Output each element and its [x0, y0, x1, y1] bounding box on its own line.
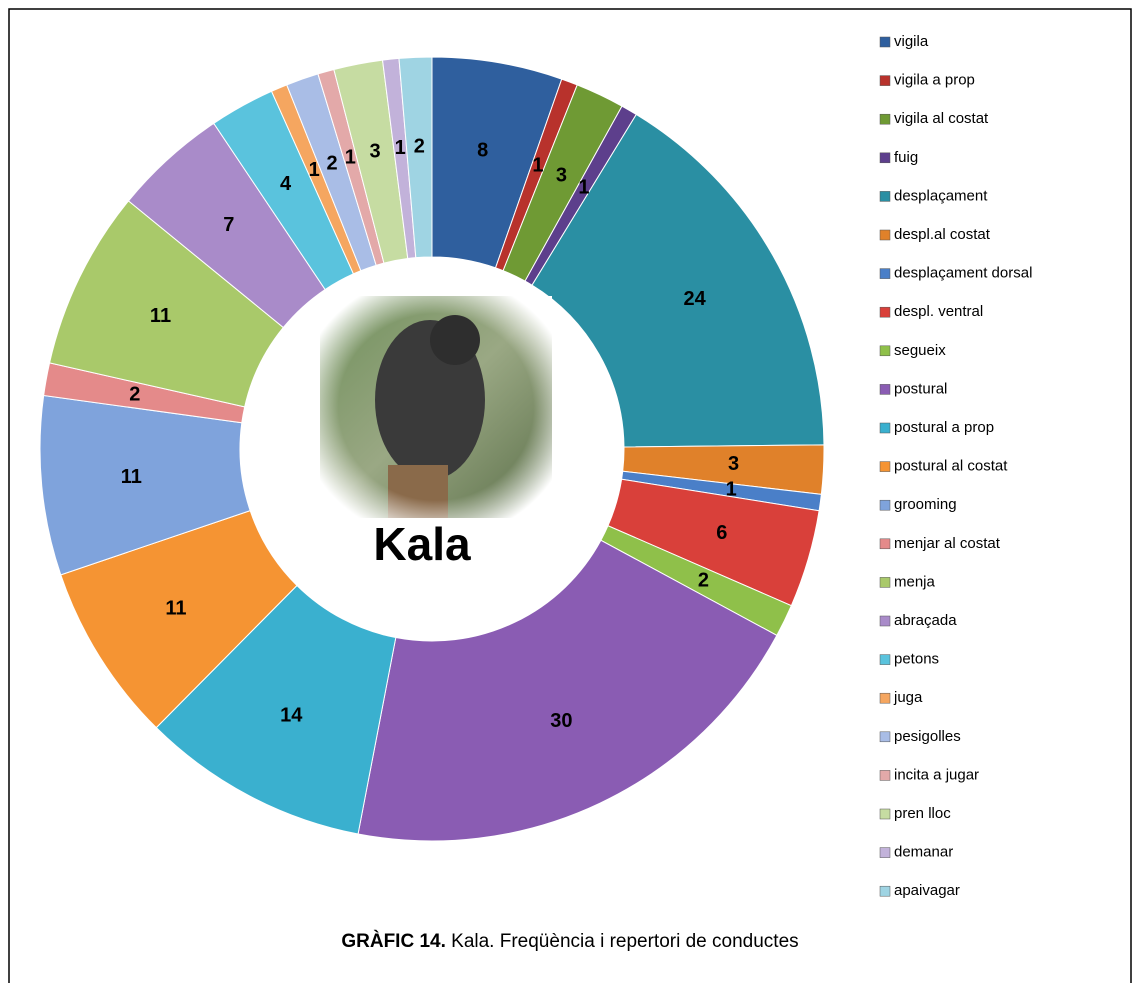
data-label: 30 [550, 710, 572, 732]
legend-swatch [879, 306, 891, 318]
data-label: 11 [165, 597, 186, 619]
legend-label: apaivagar [894, 882, 960, 899]
data-label: 14 [280, 704, 303, 726]
donut-segment [155, 584, 397, 835]
legend-label: juga [893, 689, 923, 706]
legend-swatch [879, 461, 891, 472]
legend-label: vigila al costat [894, 110, 989, 127]
data-label: 1 [309, 159, 320, 181]
legend-label: postural [894, 380, 947, 397]
data-label: 2 [698, 570, 709, 592]
legend-label: despl. ventral [894, 303, 983, 320]
legend-label: despl.al costat [894, 226, 991, 243]
data-label: 1 [395, 137, 406, 159]
data-label: 1 [726, 479, 737, 501]
legend-label: postural al costat [894, 458, 1008, 475]
donut-segment [357, 539, 778, 842]
donut-segment [398, 56, 433, 259]
center-label: Kala [373, 518, 471, 570]
caption: GRÀFIC 14. Kala. Freqüència i repertori … [341, 930, 798, 952]
legend-label: incita a jugar [894, 766, 979, 783]
data-label: 2 [326, 152, 337, 174]
legend-swatch [879, 808, 891, 820]
data-label: 3 [369, 141, 380, 163]
legend-label: pren lloc [894, 805, 951, 822]
legend-swatch [879, 499, 891, 511]
data-label: 8 [477, 140, 488, 162]
donut-segment [531, 113, 825, 448]
legend-swatch [879, 422, 891, 434]
legend-label: vigila a prop [894, 72, 975, 89]
data-label: 1 [532, 154, 543, 176]
data-label: 24 [683, 288, 706, 310]
legend-label: fuig [894, 149, 918, 166]
data-label: 3 [556, 164, 567, 186]
data-label: 11 [121, 466, 142, 488]
legend-swatch [879, 615, 891, 627]
donut [39, 56, 825, 842]
caption-text: Kala. Freqüència i repertori de conducte… [451, 931, 798, 952]
legend-swatch [879, 731, 891, 743]
legend-label: vigila [894, 33, 929, 50]
center-photo [320, 296, 552, 518]
legend-swatch [879, 191, 891, 202]
legend-label: pesigolles [894, 728, 961, 745]
legend-swatch [879, 268, 891, 279]
legend-swatch [879, 885, 891, 897]
legend-swatch [879, 384, 891, 395]
legend-swatch [879, 538, 891, 550]
legend-label: desplaçament dorsal [894, 265, 1032, 282]
legend-swatch [879, 36, 891, 48]
caption-label: GRÀFIC 14. [341, 930, 446, 952]
legend-swatch [879, 75, 891, 86]
data-label: 1 [578, 176, 589, 198]
data-label: 3 [728, 453, 739, 475]
data-label: 11 [150, 305, 171, 327]
legend-label: demanar [894, 844, 953, 861]
legend-label: petons [894, 651, 939, 668]
legend-label: grooming [894, 496, 957, 513]
legend-label: abraçada [894, 612, 957, 629]
legend-swatch [879, 692, 891, 704]
legend-swatch [879, 113, 891, 125]
legend-swatch [879, 152, 891, 164]
data-label: 7 [223, 214, 234, 236]
legend-swatch [879, 847, 891, 858]
data-label: 4 [280, 173, 292, 195]
legend-swatch [879, 229, 891, 241]
legend-label: postural a prop [894, 419, 994, 436]
legend-label: menjar al costat [894, 535, 1001, 552]
legend-label: menja [894, 573, 936, 590]
legend-swatch [879, 770, 891, 781]
legend-swatch [879, 577, 891, 588]
legend-label: desplaçament [894, 187, 988, 204]
data-label: 2 [129, 383, 140, 405]
frame [8, 8, 1132, 983]
legend-swatch [879, 345, 891, 357]
data-label: 2 [414, 136, 425, 158]
data-label: 1 [345, 147, 356, 169]
data-label: 6 [716, 522, 727, 544]
legend-label: segueix [894, 342, 946, 359]
legend-swatch [879, 654, 891, 665]
